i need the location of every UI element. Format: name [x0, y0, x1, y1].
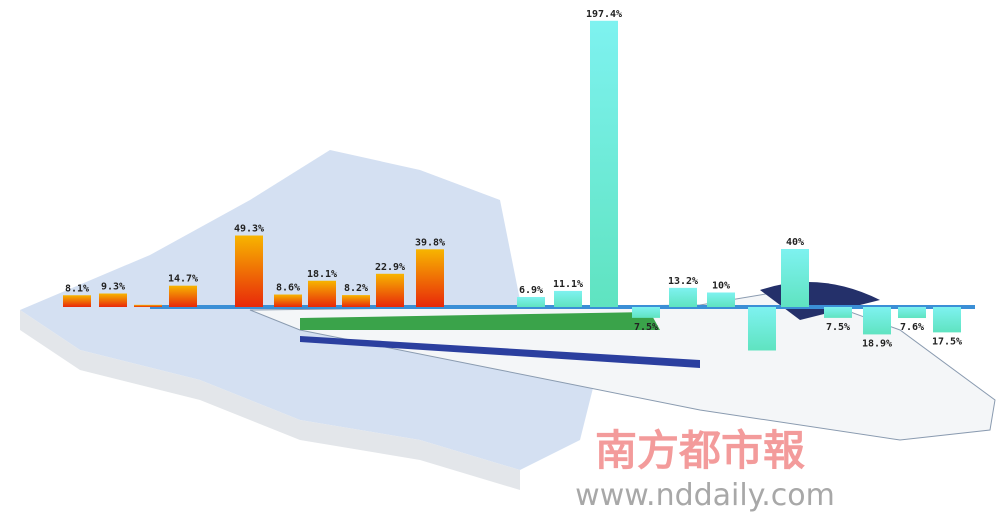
value-label: 49.3% [234, 224, 264, 235]
bar [235, 235, 263, 307]
bar [376, 273, 404, 307]
value-label: 13.2% [668, 276, 698, 287]
bar [554, 290, 582, 307]
bar [342, 295, 370, 307]
bar [308, 280, 336, 307]
bar [632, 307, 660, 318]
bar [416, 249, 444, 307]
value-label: 10% [712, 281, 730, 292]
value-label: 6.9% [519, 285, 543, 296]
value-label: 39.8% [415, 237, 445, 248]
bar [898, 307, 926, 319]
background-art [20, 150, 996, 490]
bar [669, 287, 697, 307]
watermark-url: www.nddaily.com [575, 478, 835, 513]
value-label: 18.1% [307, 269, 337, 280]
value-label: 11.1% [553, 279, 583, 290]
bar [99, 293, 127, 307]
value-label: 9.3% [101, 282, 125, 293]
bar [824, 307, 852, 318]
bar [134, 304, 162, 307]
value-label: 8.2% [344, 283, 368, 294]
bar [781, 249, 809, 307]
bar [274, 294, 302, 307]
value-label: 22.9% [375, 262, 405, 273]
bar [590, 20, 618, 308]
value-label: 8.6% [276, 283, 300, 294]
value-label: 14.7% [168, 274, 198, 285]
bar [863, 307, 891, 335]
value-label: 197.4% [586, 9, 622, 20]
value-label: 7.5% [634, 322, 658, 333]
value-label: 7.5% [826, 322, 850, 333]
value-label: 18.9% [862, 338, 892, 349]
value-label: 7.6% [900, 322, 924, 333]
value-label: 40% [786, 237, 804, 248]
bar [63, 295, 91, 307]
bar [517, 296, 545, 307]
bar [933, 307, 961, 333]
value-label: 17.5% [932, 336, 962, 347]
value-label: 8.1% [65, 283, 89, 294]
bar [169, 285, 197, 307]
bar [748, 307, 776, 351]
watermark: 南方都市報 [595, 426, 805, 475]
bar [707, 292, 735, 307]
